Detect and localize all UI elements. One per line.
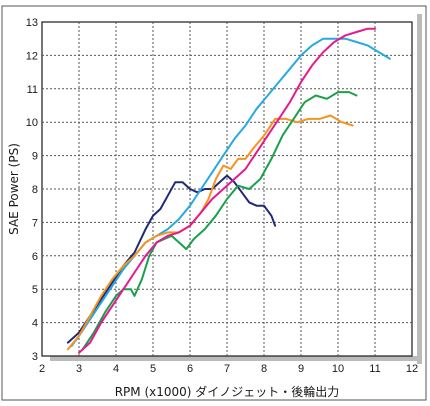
frame-shadow-right xyxy=(417,14,422,364)
x-tick-label: 12 xyxy=(406,363,418,375)
y-tick-label: 11 xyxy=(27,84,38,96)
y-tick-label: 8 xyxy=(32,184,38,196)
x-tick-label: 8 xyxy=(261,363,267,375)
series-line-2 xyxy=(70,37,391,347)
y-tick-label: 13 xyxy=(26,17,38,29)
x-tick-labels: 2 3 4 5 6 7 8 9 10 11 12 xyxy=(39,363,418,375)
series-line-3 xyxy=(66,114,354,351)
x-axis-title: RPM (x1000) ダイノジェット・後輪出力 xyxy=(115,384,340,399)
y-tick-label: 9 xyxy=(32,151,38,163)
y-axis-title: SAE Power (PS) xyxy=(7,143,21,235)
x-tick-label: 5 xyxy=(150,363,156,375)
y-tick-label: 3 xyxy=(32,351,38,363)
x-tick-label: 2 xyxy=(39,363,45,375)
gridlines xyxy=(42,22,412,356)
y-tick-label: 6 xyxy=(32,251,38,263)
x-tick-label: 9 xyxy=(298,363,304,375)
series-line-4 xyxy=(81,91,358,351)
x-tick-label: 7 xyxy=(224,363,230,375)
x-tick-label: 10 xyxy=(332,363,344,375)
x-tick-label: 6 xyxy=(187,363,193,375)
y-tick-label: 5 xyxy=(32,284,38,296)
series-line-5 xyxy=(78,27,376,354)
y-tick-label: 7 xyxy=(32,217,38,229)
x-tick-label: 11 xyxy=(369,363,380,375)
x-tick-label: 3 xyxy=(76,363,82,375)
y-tick-label: 10 xyxy=(26,117,38,129)
series-line-1 xyxy=(66,174,277,344)
series-lines xyxy=(66,27,391,354)
y-tick-label: 4 xyxy=(32,318,38,330)
y-tick-label: 12 xyxy=(26,50,38,62)
y-tick-labels: 3 4 5 6 7 8 9 10 11 12 13 xyxy=(26,17,38,363)
x-tick-label: 4 xyxy=(113,363,119,375)
frame-shadow-bottom xyxy=(50,356,422,361)
